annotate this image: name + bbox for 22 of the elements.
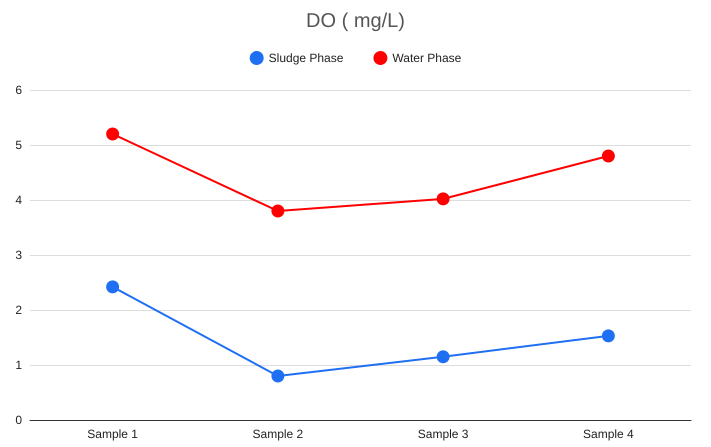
y-tick-label: 1	[15, 358, 22, 372]
y-tick-label: 4	[15, 193, 22, 207]
point	[436, 350, 450, 364]
x-tick-label: Sample 2	[252, 427, 304, 441]
point	[271, 370, 284, 382]
y-tick-label: 0	[15, 413, 22, 427]
x-tick-label: Sample 1	[87, 427, 138, 441]
y-tick-label: 5	[15, 138, 22, 152]
y-tick-label: 3	[15, 248, 22, 262]
point	[436, 192, 450, 206]
legend-label: Sludge Phase	[268, 51, 344, 65]
point	[106, 128, 120, 140]
chart-title: DO ( mg/L)	[306, 10, 405, 32]
y-tick-label: 6	[15, 83, 22, 97]
point	[106, 280, 120, 294]
x-tick-label: Sample 4	[583, 427, 634, 441]
point	[602, 329, 615, 342]
y-tick-label: 2	[15, 303, 22, 317]
point	[271, 204, 284, 218]
x-tick-label: Sample 3	[418, 427, 469, 441]
point	[602, 150, 615, 162]
legend-label: Water Phase	[392, 51, 462, 65]
